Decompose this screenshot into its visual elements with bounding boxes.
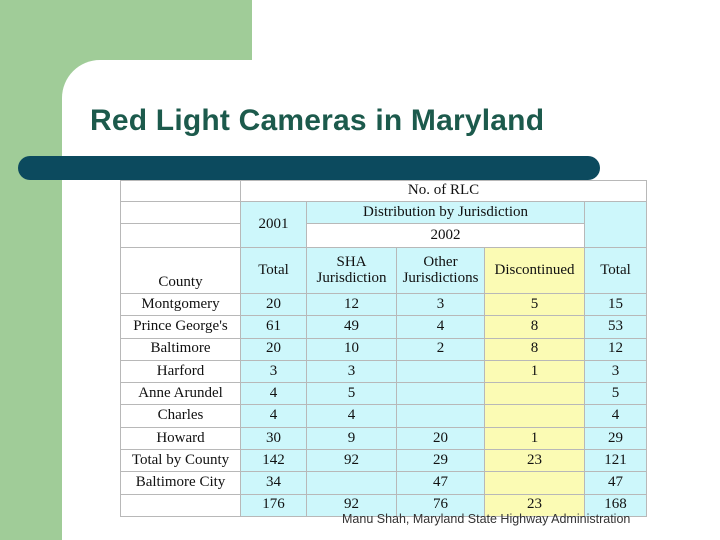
cell-sha: 3 — [306, 359, 397, 384]
cell-total-2002: 5 — [584, 382, 647, 406]
header-total-2002: Total — [584, 247, 647, 294]
cell-total-2001: 20 — [240, 292, 307, 317]
cell-total-2001: 3 — [240, 359, 307, 384]
footer-credit: Manu Shah, Maryland State Highway Admini… — [342, 512, 631, 526]
cell-discontinued: 5 — [484, 292, 585, 317]
cell-total-2001: 142 — [240, 449, 307, 473]
cell-sha — [306, 471, 397, 495]
cell-total-2001: 4 — [240, 382, 307, 406]
cell-other: 3 — [396, 292, 485, 317]
cell-other — [396, 359, 485, 384]
cell-other — [396, 404, 485, 428]
table-row: 176 92 76 23 168 — [120, 493, 647, 517]
cell-county: Anne Arundel — [120, 382, 241, 406]
cell-total-2002: 29 — [584, 426, 647, 451]
cell-total-2001: 4 — [240, 404, 307, 428]
blank-cell — [120, 201, 241, 224]
cell-total-2001: 176 — [240, 493, 307, 517]
table-row: Montgomery 20 12 3 5 15 — [120, 292, 647, 317]
slide-title: Red Light Cameras in Maryland — [90, 104, 545, 137]
cell-total-2002: 4 — [584, 404, 647, 428]
cell-sha: 4 — [306, 404, 397, 428]
cell-sha: 12 — [306, 292, 397, 317]
cell-total-2002: 12 — [584, 337, 647, 361]
cell-sha: 92 — [306, 493, 397, 517]
cell-county: Charles — [120, 404, 241, 428]
cell-discontinued: 8 — [484, 337, 585, 361]
cell-total-2001: 20 — [240, 337, 307, 361]
cell-other: 29 — [396, 449, 485, 473]
table-row: Harford 3 3 1 3 — [120, 359, 647, 384]
cell-county: Montgomery — [120, 292, 241, 317]
cell-total-2001: 34 — [240, 471, 307, 495]
blank-cell — [120, 180, 241, 202]
cell-total-2002: 53 — [584, 315, 647, 339]
header-sha: SHA Jurisdiction — [306, 247, 397, 294]
table-row: Charles 4 4 4 — [120, 404, 647, 428]
rlc-table: No. of RLC 2001 Distribution by Jurisdic… — [120, 180, 647, 517]
cell-other: 2 — [396, 337, 485, 361]
header-2002: 2002 — [306, 223, 585, 248]
cell-total-2002: 121 — [584, 449, 647, 473]
header-discontinued: Discontinued — [484, 247, 585, 294]
cell-total-2002: 47 — [584, 471, 647, 495]
cell-county: Total by County — [120, 449, 241, 473]
table-row: Total by County 142 92 29 23 121 — [120, 449, 647, 473]
cell-total-2001: 61 — [240, 315, 307, 339]
table-row: Baltimore City 34 47 47 — [120, 471, 647, 495]
cell-other: 76 — [396, 493, 485, 517]
cell-discontinued: 23 — [484, 449, 585, 473]
cell-discontinued — [484, 471, 585, 495]
cell-discontinued: 1 — [484, 426, 585, 451]
table-row: Baltimore 20 10 2 8 12 — [120, 337, 647, 361]
blank-cell — [120, 223, 241, 248]
cell-county: Baltimore City — [120, 471, 241, 495]
cell-county: Prince George's — [120, 315, 241, 339]
cell-discontinued — [484, 382, 585, 406]
cell-county — [120, 493, 241, 517]
table-row: Anne Arundel 4 5 5 — [120, 382, 647, 406]
cell-total-2002: 168 — [584, 493, 647, 517]
cell-other: 20 — [396, 426, 485, 451]
cell-sha: 49 — [306, 315, 397, 339]
header-distribution: Distribution by Jurisdiction — [306, 201, 585, 224]
cell-discontinued — [484, 404, 585, 428]
cell-sha: 5 — [306, 382, 397, 406]
cell-discontinued: 23 — [484, 493, 585, 517]
table-row: Howard 30 9 20 1 29 — [120, 426, 647, 451]
cell-other: 47 — [396, 471, 485, 495]
cell-sha: 92 — [306, 449, 397, 473]
cell-other — [396, 382, 485, 406]
cell-total-2002: 15 — [584, 292, 647, 317]
header-no-of-rlc: No. of RLC — [240, 180, 647, 202]
cell-total-2002: 3 — [584, 359, 647, 384]
cell-sha: 9 — [306, 426, 397, 451]
cell-county: Howard — [120, 426, 241, 451]
cell-discontinued: 1 — [484, 359, 585, 384]
header-total-2001: Total — [240, 247, 307, 294]
table-row: Prince George's 61 49 4 8 53 — [120, 315, 647, 339]
cell-county: Harford — [120, 359, 241, 384]
header-county: County — [120, 247, 241, 294]
cell-total-2001: 30 — [240, 426, 307, 451]
cell-county: Baltimore — [120, 337, 241, 361]
cell-discontinued: 8 — [484, 315, 585, 339]
blank-cell — [584, 201, 647, 248]
cell-sha: 10 — [306, 337, 397, 361]
header-other: Other Jurisdictions — [396, 247, 485, 294]
header-2001: 2001 — [240, 201, 307, 248]
title-underline-bar — [18, 156, 600, 180]
cell-other: 4 — [396, 315, 485, 339]
